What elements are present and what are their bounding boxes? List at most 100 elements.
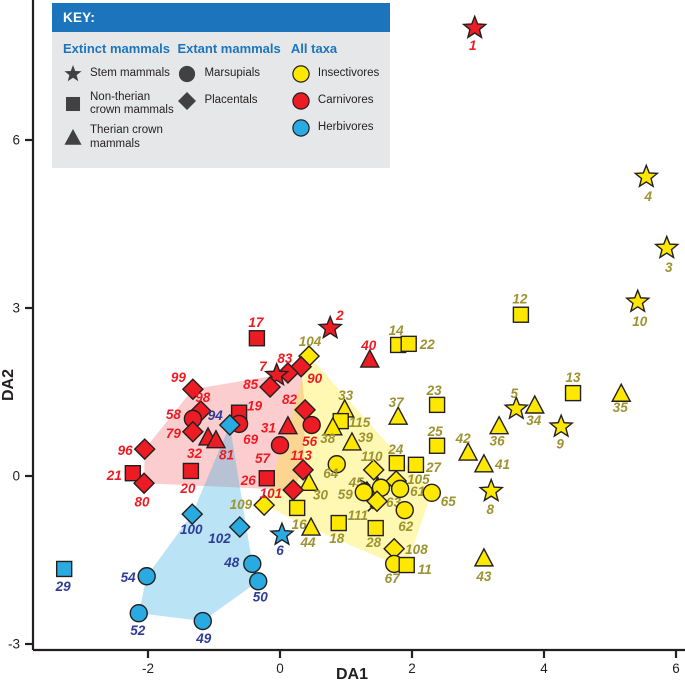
point-48 [243, 554, 262, 574]
point-label-50: 50 [253, 589, 269, 604]
point-label-44: 44 [300, 535, 317, 550]
circle-icon [292, 119, 310, 137]
point-96 [133, 438, 156, 461]
point-36 [488, 415, 510, 435]
point-111 [366, 490, 389, 513]
triangle-icon [64, 128, 82, 145]
point-label-52: 52 [130, 623, 146, 638]
legend-column-extinct-mammals: Extinct mammals Stem mammals Non-therian c… [63, 41, 177, 158]
point-6 [269, 521, 295, 546]
point-18 [330, 514, 347, 532]
point-label-1: 1 [469, 38, 477, 53]
point-label-111: 111 [347, 508, 368, 523]
point-label-54: 54 [121, 570, 137, 585]
point-5 [503, 395, 530, 420]
point-2 [317, 314, 344, 340]
legend-key-body: Extinct mammals Stem mammals Non-therian c… [52, 32, 390, 168]
point-28 [367, 519, 384, 537]
svg-text:-2: -2 [142, 661, 154, 676]
point-label-94: 94 [208, 408, 224, 423]
point-22 [400, 335, 417, 353]
point-label-32: 32 [187, 446, 203, 461]
svg-text:4: 4 [540, 661, 548, 676]
point-label-29: 29 [55, 579, 72, 594]
point-label-105: 105 [407, 472, 430, 487]
point-label-113: 113 [290, 448, 312, 463]
legend-item: Placentals [177, 91, 290, 111]
svg-text:6: 6 [672, 661, 680, 676]
point-113 [292, 458, 315, 481]
point-label-6: 6 [276, 543, 284, 558]
legend-item-label: Therian crown mammals [90, 124, 163, 150]
point-label-64: 64 [323, 466, 339, 481]
point-65 [422, 483, 441, 502]
point-label-22: 22 [419, 337, 436, 352]
point-label-2: 2 [335, 308, 344, 323]
point-label-96: 96 [118, 443, 134, 458]
point-label-58: 58 [166, 407, 182, 422]
point-39 [341, 431, 363, 451]
point-64 [327, 455, 346, 474]
legend-item: Therian crown mammals [63, 124, 177, 150]
svg-text:3: 3 [12, 301, 20, 316]
point-8 [478, 477, 505, 503]
point-42 [457, 441, 479, 461]
point-label-38: 38 [320, 431, 336, 446]
svg-text:0: 0 [12, 469, 20, 484]
point-35 [611, 382, 632, 402]
point-label-65: 65 [441, 494, 457, 509]
axes [25, 0, 685, 658]
legend-column-title: All taxa [290, 41, 338, 56]
point-label-37: 37 [389, 395, 406, 410]
point-label-101: 101 [260, 486, 283, 501]
point-label-56: 56 [302, 434, 318, 449]
point-label-110: 110 [361, 449, 383, 464]
point-label-7: 7 [259, 359, 268, 374]
point-59 [354, 483, 374, 502]
point-label-49: 49 [195, 631, 212, 646]
point-label-100: 100 [180, 522, 203, 537]
point-13 [564, 384, 582, 402]
legend-column-title: Extinct mammals [63, 41, 170, 56]
svg-text:6: 6 [12, 133, 20, 148]
point-label-12: 12 [512, 292, 528, 307]
herbivore-hull [138, 425, 259, 621]
point-23 [428, 396, 446, 414]
legend-item: Carnivores [291, 91, 384, 111]
point-94 [218, 414, 241, 437]
point-49 [193, 611, 212, 631]
point-102 [228, 515, 251, 538]
point-label-27: 27 [425, 460, 443, 475]
point-label-17: 17 [248, 315, 265, 330]
point-label-34: 34 [526, 413, 542, 428]
point-label-67: 67 [385, 571, 402, 586]
star-icon [64, 65, 82, 82]
point-80 [133, 472, 156, 495]
point-101 [282, 479, 305, 501]
point-11 [398, 556, 415, 574]
point-61 [390, 479, 410, 499]
point-110 [362, 458, 385, 481]
legend-item-label: Herbivores [317, 121, 374, 134]
point-label-61: 61 [410, 484, 425, 499]
y-axis-label: DA2 [0, 369, 17, 401]
point-label-16: 16 [292, 517, 308, 532]
point-label-98: 98 [195, 390, 211, 405]
point-4 [633, 163, 660, 188]
point-label-102: 102 [208, 531, 231, 546]
circle-icon [292, 65, 310, 83]
point-label-69: 69 [243, 432, 259, 447]
point-label-83: 83 [277, 351, 293, 366]
legend-column-all-taxa: All taxa Insectivores Carnivores Herbivores [291, 41, 384, 158]
point-label-8: 8 [486, 502, 494, 517]
legend-key: KEY: Extinct mammals Stem mammals Non-ther… [52, 3, 390, 168]
legend-item-label: Carnivores [317, 94, 374, 107]
point-label-41: 41 [494, 457, 510, 472]
point-label-3: 3 [665, 260, 673, 275]
circle-icon [179, 65, 196, 83]
diamond-icon [178, 92, 197, 110]
point-label-115: 115 [349, 415, 371, 430]
point-label-25: 25 [427, 424, 444, 439]
